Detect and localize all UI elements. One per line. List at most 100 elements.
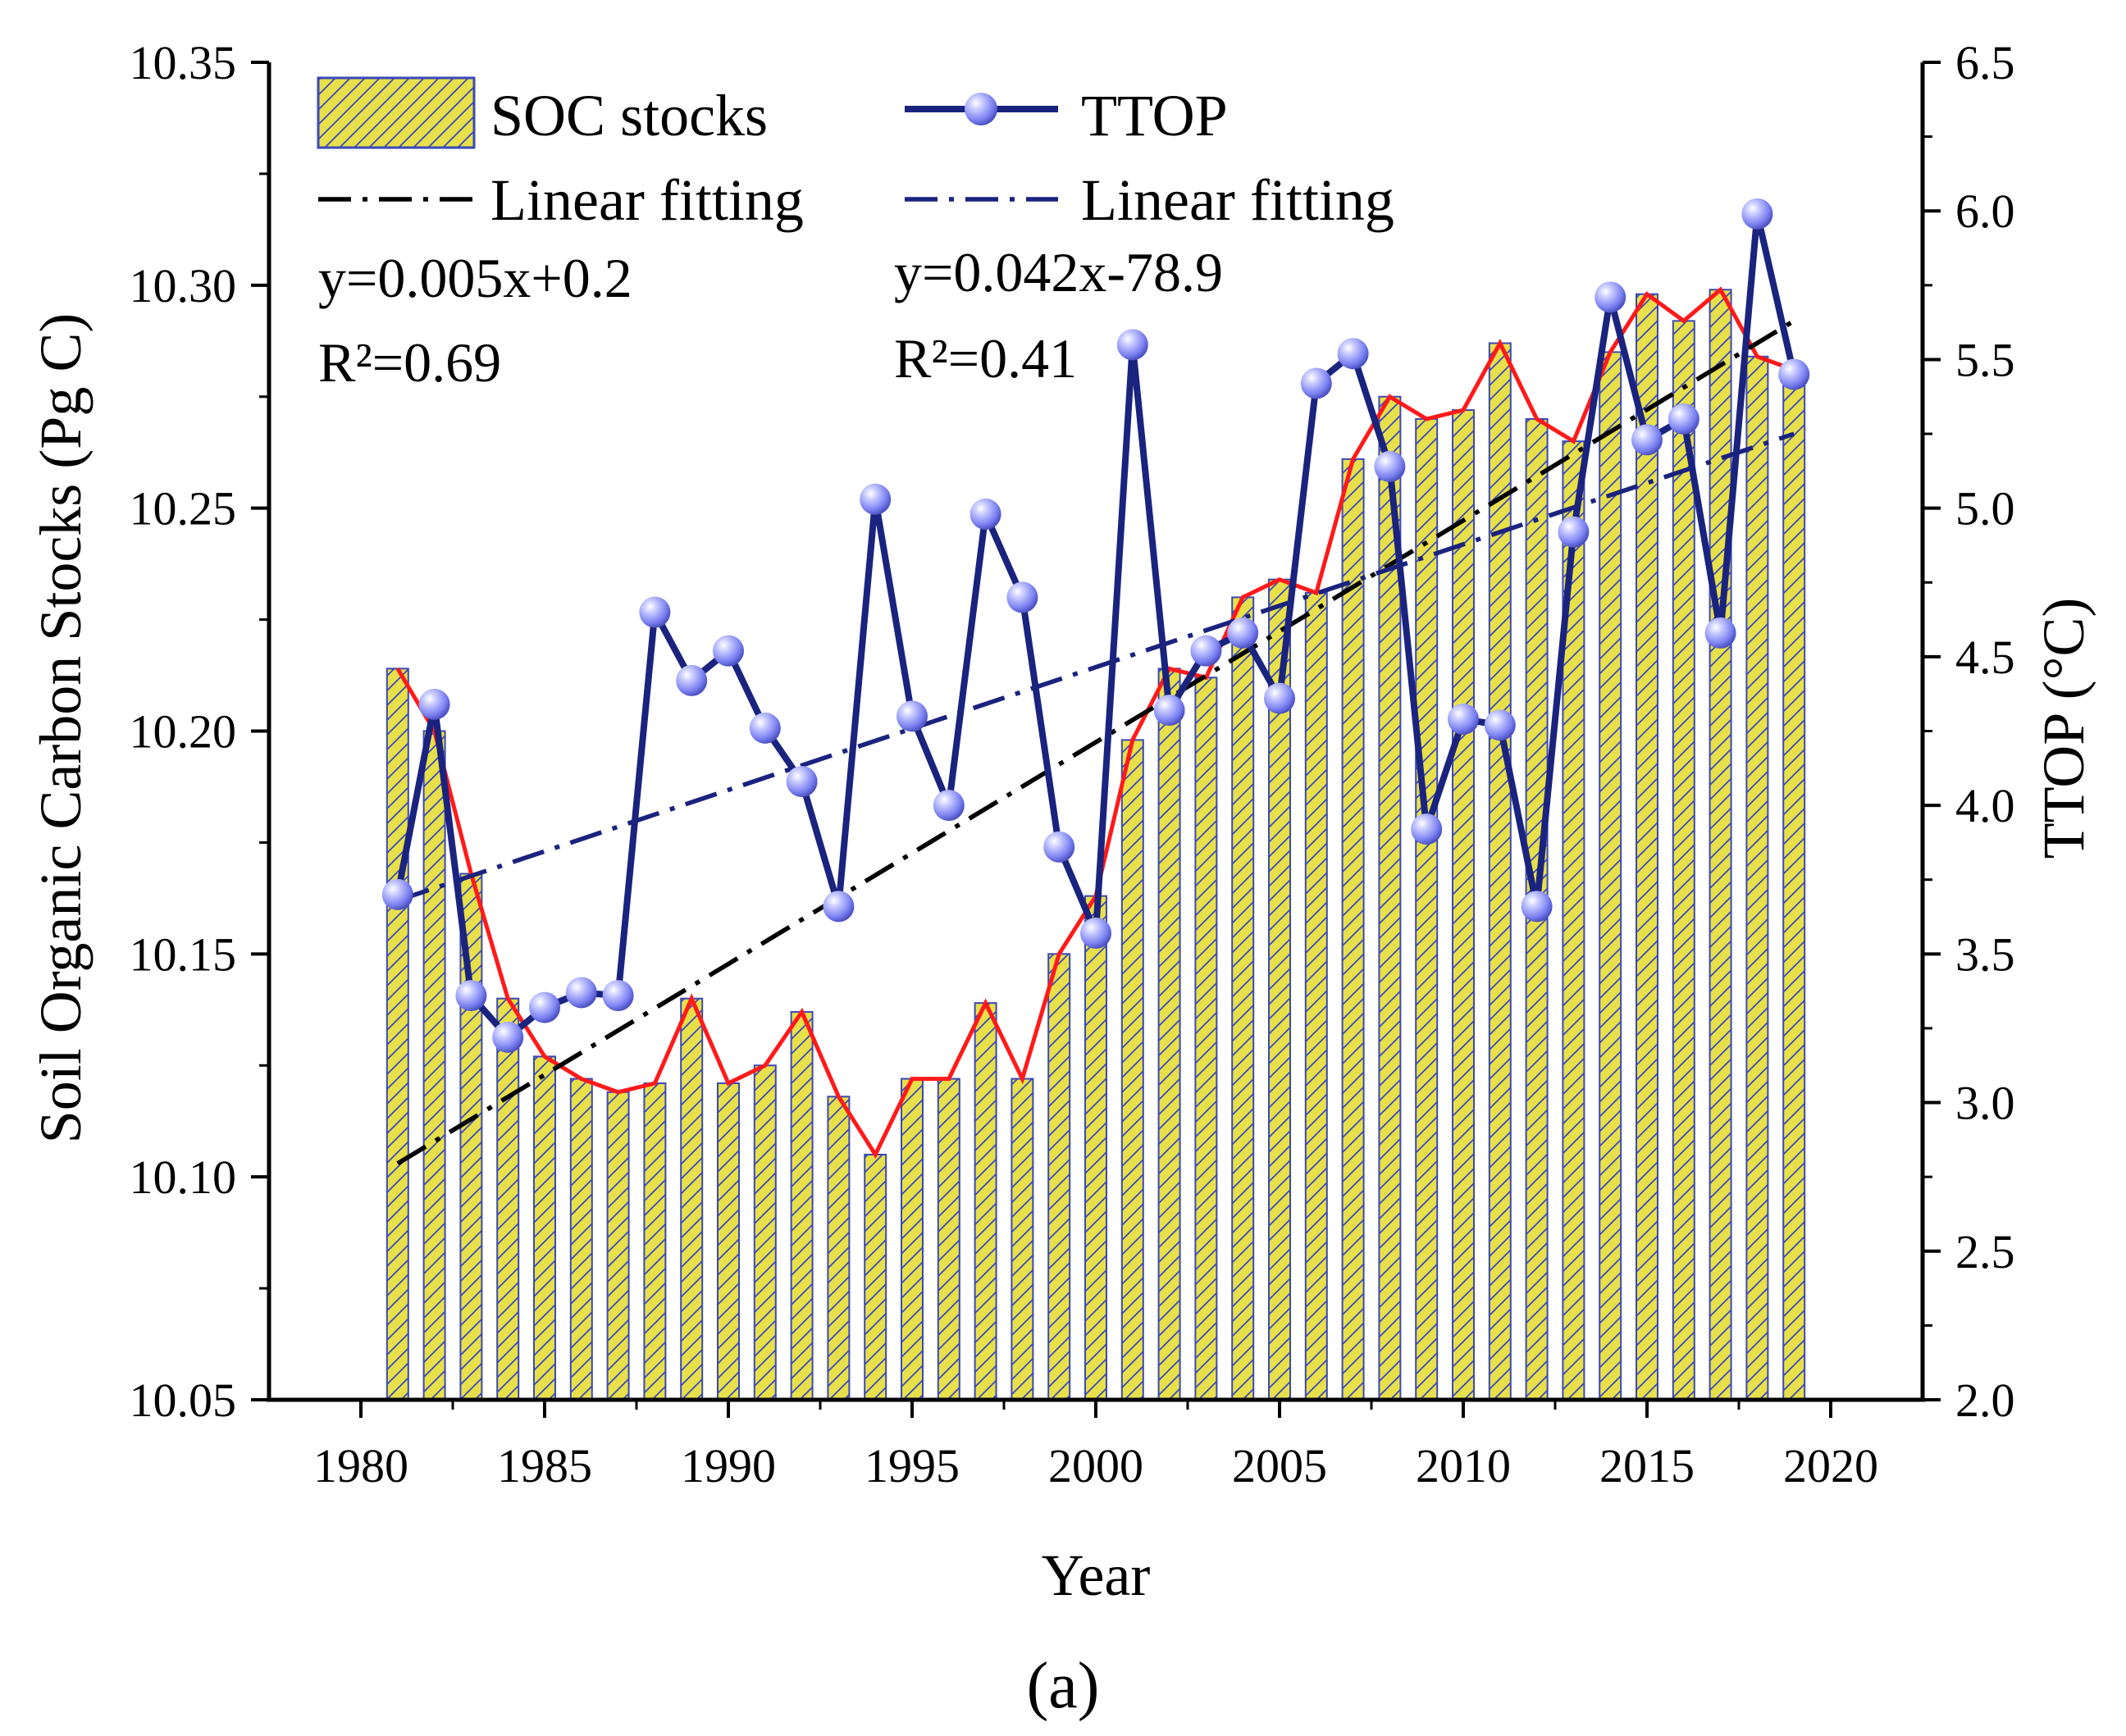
- ttop-point-1987: [602, 980, 634, 1012]
- ttop-point-2002: [1153, 695, 1185, 727]
- ttop-point-1994: [860, 483, 892, 515]
- ttop-point-2004: [1227, 617, 1259, 649]
- ttop-point-1999: [1043, 831, 1075, 863]
- ttop-point-2016: [1667, 403, 1699, 435]
- y2-tick-label: 5.0: [1955, 482, 2015, 535]
- soc-bar-1996: [937, 1078, 960, 1401]
- soc-bar-1998: [1011, 1078, 1034, 1401]
- ttop-point-1997: [969, 498, 1001, 530]
- x-axis-title: Year: [1042, 1542, 1151, 1608]
- soc-bar-1992: [790, 1011, 814, 1401]
- legend-swatch-soc-stocks: [317, 76, 476, 149]
- x-tick-label: 2005: [1232, 1439, 1327, 1492]
- soc-bar-1984: [496, 997, 520, 1401]
- legend: SOC stocks TTOP Linear fitting Linear fi…: [317, 76, 1394, 233]
- soc-bar-2003: [1194, 677, 1218, 1401]
- soc-bar-1999: [1047, 953, 1071, 1401]
- ttop-point-1990: [713, 635, 744, 667]
- ttop-point-2005: [1264, 682, 1295, 714]
- ttop-point-2008: [1374, 450, 1406, 482]
- y-tick-label: 10.35: [130, 36, 237, 89]
- soc-bar-1995: [901, 1078, 924, 1401]
- x-tick-label: 2000: [1048, 1439, 1143, 1492]
- y2-tick-label: 3.0: [1955, 1077, 2015, 1130]
- ttop-point-2012: [1521, 891, 1553, 923]
- ttop-point-1991: [749, 712, 781, 744]
- soc-bars: [386, 289, 1806, 1401]
- legend-label-ttop: TTOP: [1081, 83, 1228, 148]
- y-tick-label: 10.30: [130, 259, 237, 312]
- y2-tick-label: 4.0: [1955, 779, 2015, 832]
- y2-tick-label: 6.5: [1955, 36, 2015, 89]
- y2-tick-label: 3.5: [1955, 927, 2015, 981]
- ttop-point-2001: [1116, 329, 1148, 361]
- y-tick-label: 10.25: [130, 482, 237, 535]
- soc-linear-fit-line: [396, 318, 1795, 1166]
- x-tick-label: 2015: [1599, 1439, 1695, 1492]
- ttop-fit-equation: y=0.042x-78.9: [894, 241, 1223, 303]
- soc-bar-1997: [974, 1002, 997, 1401]
- ttop-point-1998: [1006, 581, 1038, 613]
- ttop-point-2013: [1558, 516, 1590, 548]
- figure-caption: (a): [1027, 1650, 1100, 1722]
- y-tick-label: 10.05: [130, 1374, 237, 1427]
- soc-bar-2019: [1782, 369, 1806, 1401]
- ttop-point-2017: [1704, 617, 1736, 649]
- ttop-fit-r2: R²=0.41: [894, 327, 1077, 390]
- y-tick-label: 10.20: [130, 705, 237, 759]
- legend-swatch-ttop-marker: [965, 93, 997, 125]
- x-tick-label: 1985: [497, 1439, 592, 1492]
- x-tick-label: 1995: [865, 1439, 960, 1492]
- ttop-point-2011: [1484, 709, 1516, 741]
- ttop-point-1986: [565, 977, 597, 1009]
- soc-bar-1989: [680, 997, 704, 1401]
- y2-tick-label: 5.5: [1955, 333, 2015, 386]
- ttop-point-1992: [786, 766, 818, 798]
- soc-bar-2002: [1157, 668, 1181, 1401]
- ttop-point-2014: [1594, 281, 1626, 313]
- soc-bar-2015: [1636, 293, 1658, 1401]
- ttop-point-2019: [1778, 358, 1810, 390]
- ttop-point-1984: [492, 1021, 524, 1053]
- ttop-point-1983: [455, 980, 487, 1012]
- ttop-linear-fit-line: [396, 431, 1795, 903]
- y-tick-label: 10.15: [130, 927, 237, 981]
- y2-tick-label: 4.5: [1955, 631, 2015, 684]
- y-axis-title: Soil Organic Carbon Stocks (Pg C): [28, 313, 94, 1144]
- soc-fit-r2: R²=0.69: [318, 331, 501, 394]
- x-tick-label: 2020: [1783, 1439, 1878, 1492]
- soc-bar-2010: [1452, 409, 1475, 1401]
- soc-bar-1991: [753, 1064, 777, 1401]
- y2-tick-label: 2.5: [1955, 1225, 2015, 1278]
- ttop-point-1981: [381, 878, 413, 910]
- legend-label-soc-fit: Linear fitting: [490, 167, 804, 233]
- soc-bar-1988: [643, 1082, 667, 1401]
- soc-bar-1990: [717, 1082, 740, 1401]
- ttop-point-2010: [1448, 704, 1479, 736]
- legend-label-soc-stocks: SOC stocks: [490, 83, 768, 148]
- soc-fit-equation: y=0.005x+0.2: [318, 247, 632, 309]
- legend-label-ttop-fit: Linear fitting: [1081, 167, 1394, 233]
- y-axis-ticks: 10.05 10.10 10.15 10.20 10.25 10.30 10.35: [130, 36, 269, 1427]
- soc-bar-2009: [1415, 417, 1439, 1401]
- soc-bar-2018: [1745, 355, 1769, 1401]
- soc-bar-1987: [606, 1091, 630, 1401]
- soc-bar-1994: [864, 1153, 887, 1401]
- ttop-point-2009: [1411, 813, 1443, 845]
- y-tick-label: 10.10: [130, 1150, 237, 1204]
- soc-bar-2011: [1488, 342, 1512, 1401]
- y2-axis-ticks: 2.0 2.5 3.0 3.5 4.0 4.5 5.0 5.5 6.0 6.5: [1923, 36, 2015, 1427]
- soc-bar-1985: [533, 1055, 556, 1401]
- ttop-point-1988: [639, 596, 671, 628]
- ttop-point-1995: [896, 700, 928, 732]
- ttop-point-2007: [1337, 338, 1369, 370]
- y2-tick-label: 6.0: [1955, 185, 2015, 238]
- soc-bar-1982: [422, 730, 446, 1401]
- soc-bar-2000: [1084, 895, 1107, 1401]
- soc-bar-1981: [386, 668, 409, 1401]
- soc-bar-2014: [1599, 351, 1622, 1401]
- soc-bar-1993: [827, 1096, 851, 1401]
- ttop-point-1993: [823, 891, 855, 923]
- ttop-point-1996: [933, 790, 965, 822]
